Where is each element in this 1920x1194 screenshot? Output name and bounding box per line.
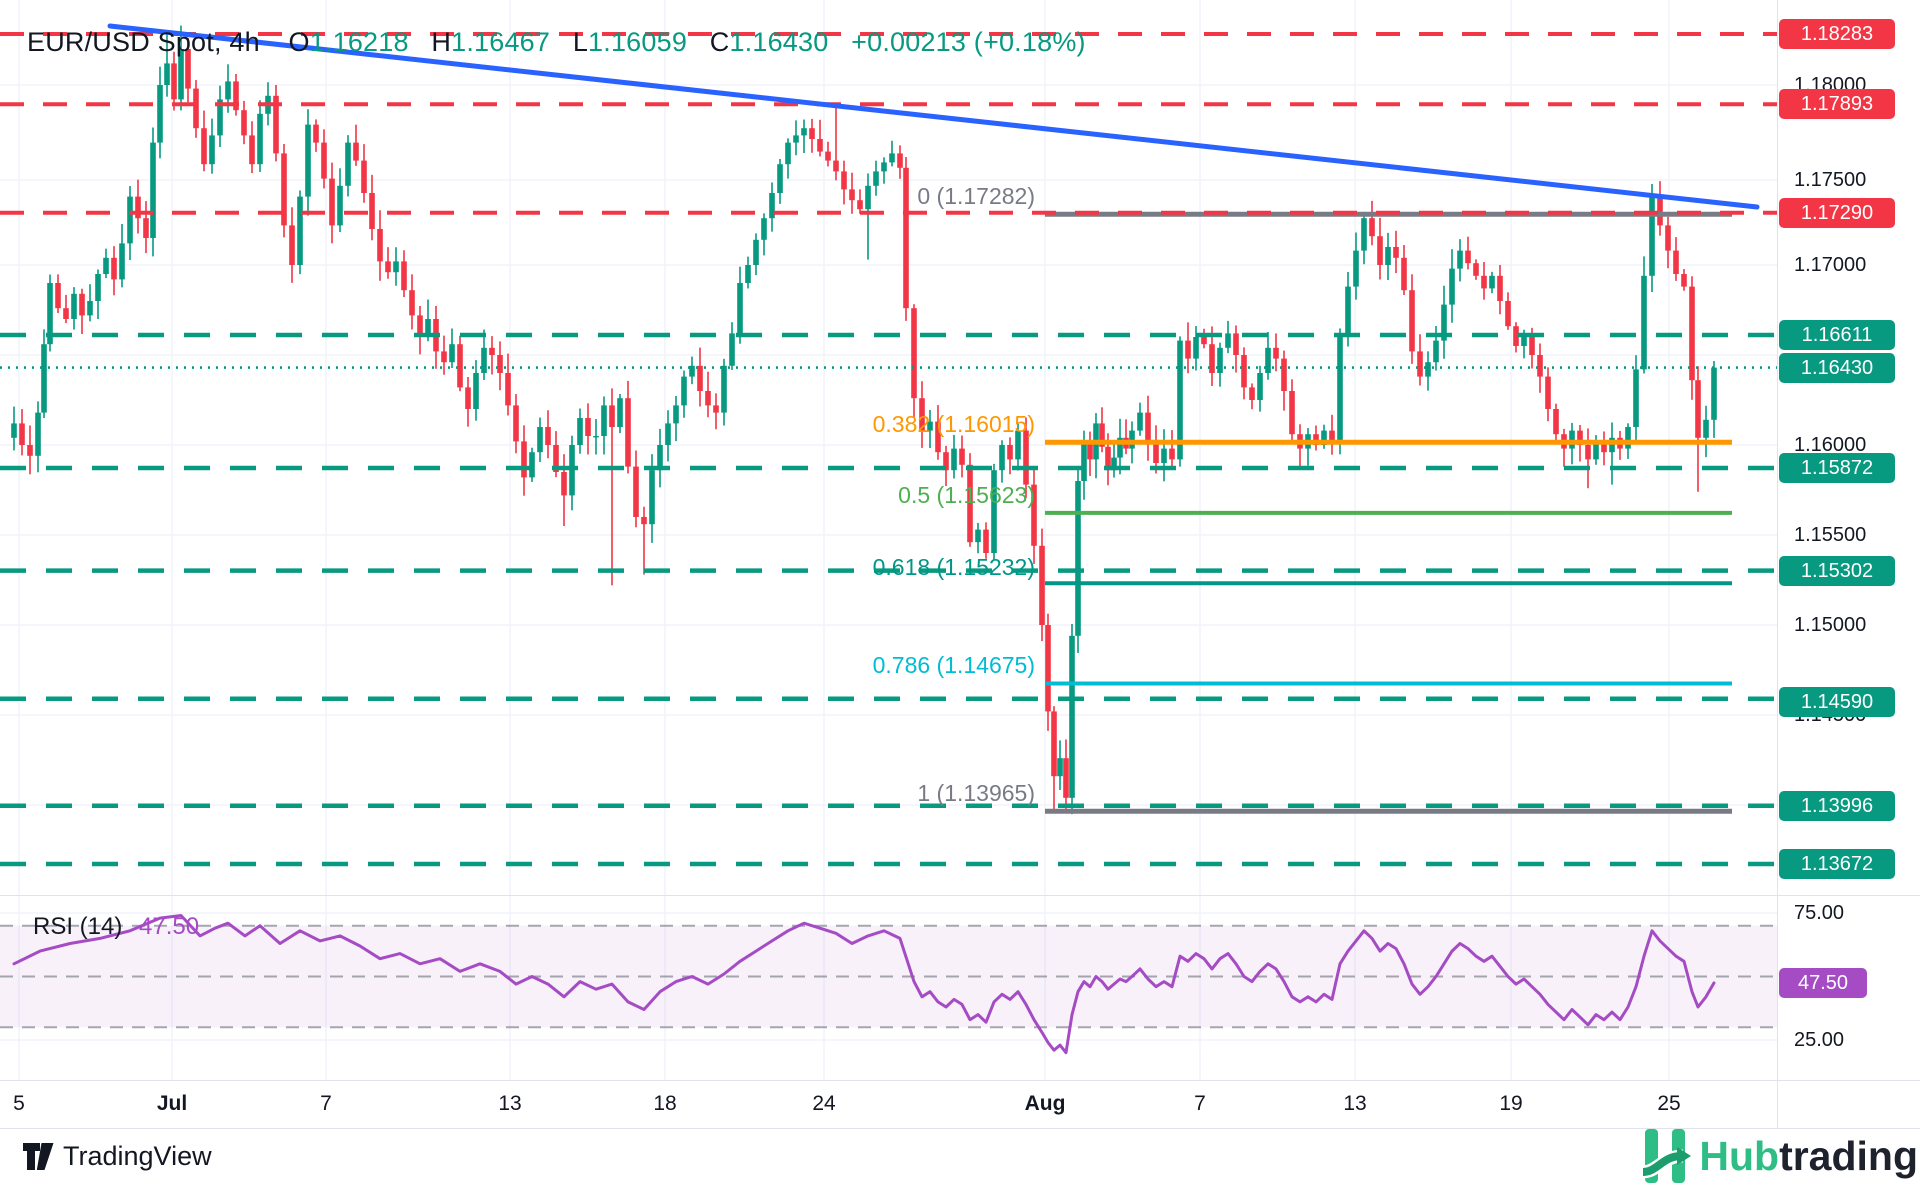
time-axis-top-border <box>0 1080 1920 1081</box>
low-value: 1.16059 <box>588 27 688 57</box>
symbol-name[interactable]: EUR/USD Spot, 4h <box>27 27 260 57</box>
hubtrading-logo: Hubtrading <box>1643 1128 1918 1184</box>
time-axis-label[interactable]: 18 <box>653 1092 677 1115</box>
price-level-badge: 1.13996 <box>1779 791 1895 821</box>
hubtrading-icon <box>1643 1128 1692 1184</box>
open-label: O <box>288 27 310 57</box>
fib-level-label: 0.786 (1.14675) <box>872 652 1035 678</box>
price-axis-tick[interactable]: 1.17000 <box>1794 254 1867 276</box>
price-axis-tick[interactable]: 75.00 <box>1794 902 1845 924</box>
tradingview-icon <box>23 1143 54 1170</box>
change-value: +0.00213 (+0.18%) <box>851 27 1086 57</box>
price-level-badge: 1.16430 <box>1779 353 1895 383</box>
tradingview-logo[interactable]: TradingView <box>23 1141 212 1172</box>
time-axis-label[interactable]: 13 <box>1343 1092 1367 1115</box>
price-axis-border <box>1777 0 1778 1128</box>
time-axis-label[interactable]: 5 <box>13 1092 25 1115</box>
time-axis-label[interactable]: 13 <box>498 1092 522 1115</box>
price-level-badge: 47.50 <box>1779 968 1867 998</box>
high-value: 1.16467 <box>451 27 551 57</box>
time-axis-label[interactable]: Jul <box>156 1092 188 1115</box>
close-label: C <box>709 27 730 57</box>
high-label: H <box>431 27 452 57</box>
rsi-current-value: 47.50 <box>139 913 200 940</box>
fib-level-label: 0.382 (1.16015) <box>872 411 1035 437</box>
pane-divider[interactable] <box>0 895 1920 896</box>
time-axis-label[interactable]: Aug <box>1024 1092 1066 1115</box>
fib-level-label: 0.5 (1.15623) <box>898 482 1035 508</box>
time-axis-label[interactable]: 19 <box>1499 1092 1523 1115</box>
brand-trading: trading <box>1779 1132 1918 1179</box>
price-axis-tick[interactable]: 1.17500 <box>1794 169 1867 191</box>
low-label: L <box>572 27 589 57</box>
price-axis-tick[interactable]: 25.00 <box>1794 1029 1845 1051</box>
fib-level-label: 1 (1.13965) <box>917 780 1035 806</box>
price-level-badge: 1.15872 <box>1779 453 1895 483</box>
symbol-legend[interactable]: EUR/USD Spot, 4h O1.16218 H1.16467 L1.16… <box>27 27 1086 58</box>
close-value: 1.16430 <box>729 27 829 57</box>
time-axis-label[interactable]: 25 <box>1657 1092 1681 1115</box>
tradingview-wordmark: TradingView <box>63 1141 212 1171</box>
rsi-indicator-name[interactable]: RSI (14) <box>33 913 123 940</box>
fib-level-label: 0 (1.17282) <box>917 183 1035 209</box>
brand-hub: Hub <box>1699 1132 1780 1179</box>
price-level-badge: 1.17290 <box>1779 198 1895 228</box>
price-level-badge: 1.17893 <box>1779 89 1895 119</box>
price-level-badge: 1.15302 <box>1779 556 1895 586</box>
time-axis-label[interactable]: 7 <box>1194 1092 1206 1115</box>
rsi-legend[interactable]: RSI (14) 47.50 <box>33 913 199 941</box>
price-axis-tick[interactable]: 1.15500 <box>1794 524 1867 546</box>
price-axis-tick[interactable]: 1.16000 <box>1794 434 1867 456</box>
price-level-badge: 1.18283 <box>1779 19 1895 49</box>
time-axis-label[interactable]: 7 <box>320 1092 332 1115</box>
fib-level-label: 0.618 (1.15232) <box>872 554 1035 580</box>
time-axis-label[interactable]: 24 <box>812 1092 836 1115</box>
price-level-badge: 1.16611 <box>1779 320 1895 350</box>
time-axis-bottom-border <box>0 1128 1920 1129</box>
price-axis-tick[interactable]: 1.15000 <box>1794 614 1867 636</box>
price-level-badge: 1.13672 <box>1779 849 1895 879</box>
open-value: 1.16218 <box>309 27 409 57</box>
price-level-badge: 1.14590 <box>1779 687 1895 717</box>
